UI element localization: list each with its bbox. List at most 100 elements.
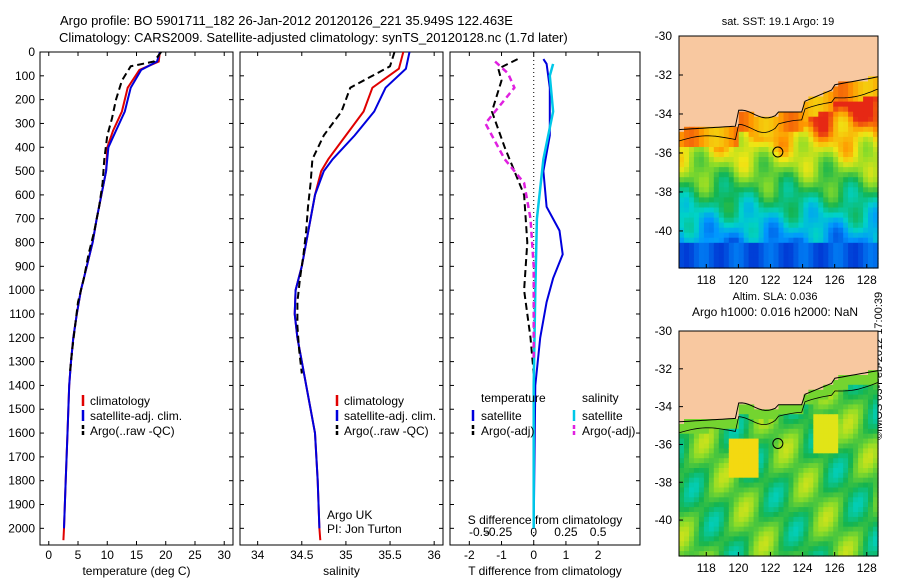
x-tick-label: 15 [130, 548, 144, 562]
heatmap-cell [853, 492, 859, 498]
heatmap-cell [828, 111, 834, 118]
heatmap-cell [793, 482, 799, 489]
heatmap-cell [773, 207, 780, 214]
x-tick-label: 25 [188, 548, 202, 562]
heatmap-cell [718, 512, 725, 518]
heatmap-cell [768, 257, 775, 264]
heatmap-cell [833, 182, 839, 188]
heatmap-cell [848, 536, 854, 542]
heatmap-cell [843, 167, 849, 173]
heatmap-cell [758, 541, 765, 547]
heatmap-cell [853, 192, 859, 198]
heatmap-cell [843, 111, 849, 118]
heatmap-cell [763, 152, 770, 158]
heatmap-cell [788, 526, 795, 533]
heatmap-cell [813, 167, 819, 173]
heatmap-cell [703, 247, 710, 254]
heatmap-cell [778, 116, 785, 123]
heatmap-cell [728, 482, 735, 489]
heatmap-cell [753, 546, 760, 552]
heatmap-cell [728, 202, 735, 208]
heatmap-cell [868, 370, 874, 376]
heatmap-cell [838, 182, 844, 188]
heatmap-cell [813, 162, 819, 168]
heatmap-cell [818, 202, 824, 208]
heatmap-cell [718, 167, 725, 173]
heatmap-cell [753, 497, 760, 503]
heatmap-cell [708, 516, 715, 523]
heatmap-cell [833, 147, 839, 153]
heatmap-cell [853, 423, 859, 430]
heatmap-cell [728, 487, 735, 493]
heatmap-cell [723, 252, 730, 259]
heatmap-cell [808, 257, 814, 264]
heatmap-cell [738, 162, 745, 168]
heatmap-cell [848, 232, 854, 239]
heatmap-cell [708, 477, 715, 484]
heatmap-cell [793, 536, 799, 542]
heatmap-cell [793, 192, 799, 198]
heatmap-cell [728, 512, 735, 518]
heatmap-cell [858, 202, 864, 208]
heatmap-cell [798, 463, 804, 469]
heatmap-cell [718, 252, 725, 259]
heatmap-cell [848, 531, 854, 537]
heatmap-cell [833, 521, 839, 528]
heatmap-cell [713, 463, 720, 469]
heatmap-cell [778, 182, 785, 188]
heatmap-cell [748, 172, 755, 178]
heatmap-cell [798, 468, 804, 474]
heatmap-cell [783, 472, 790, 479]
heatmap-cell [758, 472, 765, 479]
heatmap-cell [684, 202, 690, 208]
heatmap-cell [828, 172, 834, 178]
heatmap-cell [679, 423, 685, 430]
heatmap-cell [698, 551, 705, 557]
heatmap-cell [783, 453, 790, 459]
heatmap-cell [833, 419, 839, 425]
heatmap-cell [823, 419, 829, 425]
heatmap-cell [863, 512, 869, 518]
heatmap-cell [748, 536, 755, 542]
heatmap-cell [818, 458, 824, 464]
heatmap-cell [753, 443, 760, 449]
heatmap-cell [718, 546, 725, 552]
heatmap-cell [743, 531, 750, 537]
heatmap-cell [808, 502, 814, 508]
heatmap-cell [798, 428, 804, 435]
heatmap-cell [689, 419, 695, 425]
heatmap-cell [728, 468, 735, 474]
heatmap-cell [768, 433, 775, 440]
heatmap-cell [838, 147, 844, 153]
heatmap-cell [753, 197, 760, 203]
heatmap-cell [743, 492, 750, 498]
heatmap-cell [698, 162, 705, 168]
heatmap-cell [818, 482, 824, 489]
heatmap-cell [808, 419, 814, 425]
heatmap-cell [828, 141, 834, 148]
heatmap-cell [803, 448, 809, 454]
heatmap-cell [748, 167, 755, 173]
heatmap-cell [689, 202, 695, 208]
heatmap-cell [773, 414, 780, 420]
heatmap-cell [738, 546, 745, 552]
heatmap-cell [853, 207, 859, 214]
heatmap-cell [748, 222, 755, 229]
heatmap-cell [778, 167, 785, 173]
heatmap-cell [803, 212, 809, 219]
heatmap-cell [763, 531, 770, 537]
heatmap-cell [718, 433, 725, 440]
heatmap-cell [788, 423, 795, 430]
heatmap-cell [873, 394, 879, 401]
heatmap-cell [813, 512, 819, 518]
heatmap-cell [703, 242, 710, 249]
heatmap-cell [758, 409, 765, 415]
heatmap-cell [808, 131, 814, 138]
heatmap-cell [853, 443, 859, 449]
y-tick-label: -40 [655, 513, 673, 527]
heatmap-cell [693, 512, 700, 518]
heatmap-cell [843, 257, 849, 264]
heatmap-cell [698, 497, 705, 503]
heatmap-cell [773, 433, 780, 440]
heatmap-cell [753, 521, 760, 528]
